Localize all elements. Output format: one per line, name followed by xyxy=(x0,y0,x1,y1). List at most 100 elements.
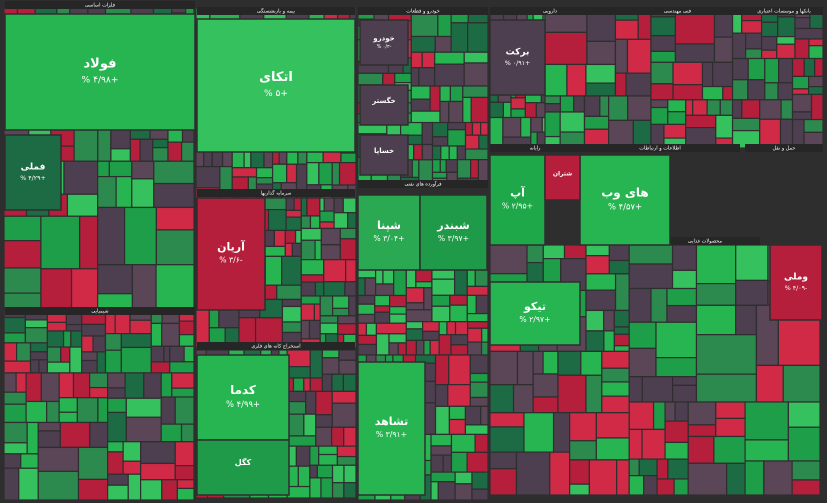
sector-header xyxy=(358,7,488,15)
stock-tile xyxy=(40,372,60,403)
stock-tile xyxy=(695,334,758,375)
stock-tile xyxy=(331,426,345,447)
stock-tile xyxy=(791,118,805,149)
stock-tile xyxy=(203,150,213,168)
stock-tile xyxy=(357,343,378,356)
stock-tile xyxy=(808,45,824,60)
stock-change: +۴/۹۹ % xyxy=(226,399,260,409)
stock-tile xyxy=(46,361,71,374)
stock-name: شپنا xyxy=(377,219,401,232)
stock-tile xyxy=(176,479,195,490)
stock-tile xyxy=(3,453,22,469)
stock-tile xyxy=(628,244,674,265)
stock-tile xyxy=(46,321,67,332)
stock-tile xyxy=(791,460,821,481)
stock-tile xyxy=(357,303,376,316)
stock-tile xyxy=(656,478,675,496)
stock-tile xyxy=(336,455,357,466)
stock-tile xyxy=(585,63,617,84)
stock-tile xyxy=(345,259,357,283)
stock-tile xyxy=(755,364,784,403)
stock-tile xyxy=(666,287,698,307)
stock-tile xyxy=(20,453,39,469)
stock-name: فملی xyxy=(21,163,46,173)
stock-tile xyxy=(286,435,317,447)
stock-tile xyxy=(626,38,652,74)
stock-tile xyxy=(97,206,126,266)
stock-tile xyxy=(423,339,431,356)
stock-tile xyxy=(467,327,483,343)
stock-tile xyxy=(3,332,26,344)
stock-tile xyxy=(628,458,640,477)
stock-tile xyxy=(46,346,62,363)
stock-tile xyxy=(652,401,666,431)
stock-tile xyxy=(735,304,758,336)
stock-tile xyxy=(712,61,734,88)
sector-header xyxy=(197,7,355,15)
stock-tile xyxy=(4,13,196,131)
stock-tile xyxy=(196,18,356,153)
stock-tile xyxy=(59,421,91,449)
stock-tile xyxy=(122,460,142,475)
stock-tile xyxy=(155,229,195,266)
stock-tile xyxy=(449,304,468,323)
stock-tile xyxy=(171,372,195,389)
stock-tile xyxy=(319,315,339,324)
stock-tile xyxy=(58,372,75,399)
stock-tile xyxy=(314,281,325,297)
stock-tile xyxy=(544,95,562,105)
stock-tile xyxy=(731,79,749,101)
stock-tile xyxy=(357,194,421,271)
stock-tile xyxy=(450,22,469,53)
stock-tile xyxy=(153,160,195,185)
stock-tile xyxy=(794,17,811,30)
stock-tile xyxy=(442,454,453,473)
stock-tile xyxy=(744,460,765,496)
stock-tile xyxy=(667,99,687,113)
stock-tile xyxy=(706,99,721,116)
stock-tile xyxy=(466,312,489,323)
stock-tile xyxy=(340,152,357,164)
stock-tile xyxy=(180,423,195,443)
stock-tile xyxy=(586,40,617,66)
stock-tile xyxy=(26,421,39,455)
stock-tile xyxy=(434,51,465,65)
stock-tile xyxy=(255,167,274,179)
stock-tile xyxy=(595,412,630,439)
stock-tile xyxy=(359,134,409,176)
stock-tile xyxy=(524,102,537,119)
stock-tile xyxy=(794,38,810,60)
stock-tile xyxy=(286,366,311,379)
stock-tile xyxy=(343,426,357,447)
stock-tile xyxy=(423,287,433,311)
stock-tile xyxy=(58,397,78,413)
stock-change: +۲/۹۷ % xyxy=(519,315,550,324)
sector-header xyxy=(490,7,610,15)
stock-tile xyxy=(131,178,155,209)
stock-tile xyxy=(627,95,652,121)
stock-tile xyxy=(463,51,489,64)
stock-tile xyxy=(656,458,669,480)
stock-tile xyxy=(628,428,643,460)
stock-tile xyxy=(281,305,302,323)
stock-tile xyxy=(641,428,666,460)
stock-tile xyxy=(38,359,49,374)
stock-tile xyxy=(650,106,669,126)
stock-tile xyxy=(81,335,94,353)
stock-tile xyxy=(195,150,205,168)
stock-tile xyxy=(434,354,450,386)
sector-label: محصولات غذایی xyxy=(688,239,722,245)
stock-tile xyxy=(333,197,344,214)
stock-tile xyxy=(178,320,195,336)
stock-tile xyxy=(532,396,559,414)
stock-tile xyxy=(430,471,456,483)
stock-tile xyxy=(489,350,519,386)
stock-tile xyxy=(695,283,737,306)
stock-tile xyxy=(195,307,210,349)
stock-tile xyxy=(735,279,769,306)
stock-tile xyxy=(585,255,610,275)
stock-tile xyxy=(469,381,489,399)
stock-tile xyxy=(515,451,551,496)
stock-tile xyxy=(319,322,339,335)
